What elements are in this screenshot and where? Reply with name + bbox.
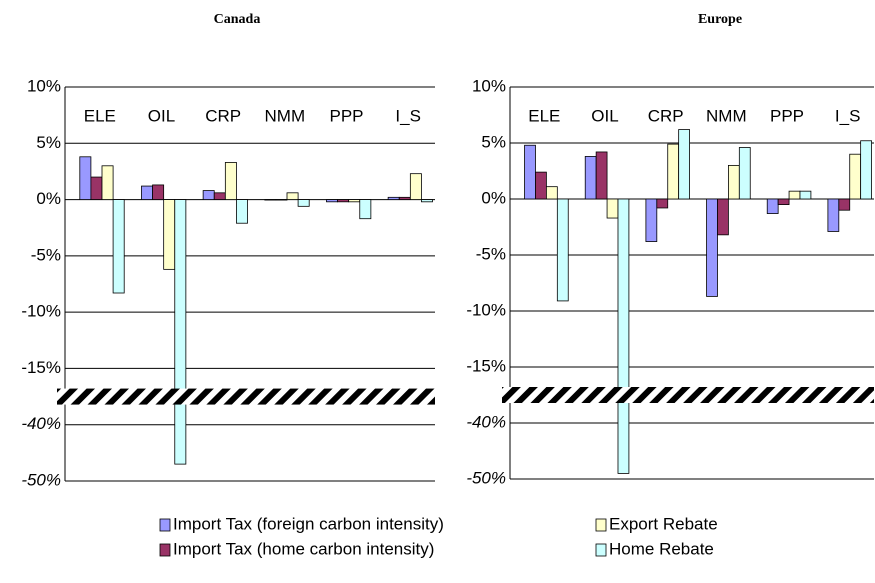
- x-category-label: CRP: [648, 106, 684, 125]
- legend-swatch: [159, 543, 171, 557]
- bar: [163, 199, 176, 270]
- bar: [174, 199, 187, 465]
- bar: [860, 140, 872, 200]
- bar: [788, 190, 801, 200]
- x-category-label: ELE: [528, 106, 560, 125]
- y-tick-label: -40%: [21, 414, 61, 433]
- x-category-label: NMM: [706, 106, 747, 125]
- bar: [766, 198, 779, 214]
- bar: [617, 198, 630, 474]
- bar: [398, 196, 411, 200]
- axis-break: [57, 388, 435, 405]
- bar: [678, 129, 690, 200]
- bar: [606, 198, 619, 219]
- bar: [667, 143, 680, 200]
- bar: [717, 198, 729, 236]
- legend-label: Home Rebate: [609, 539, 714, 558]
- bar: [297, 199, 310, 207]
- y-tick-label: -10%: [466, 300, 506, 319]
- bar: [595, 151, 608, 200]
- bar: [777, 198, 790, 205]
- y-tick-label: 0%: [36, 189, 61, 208]
- x-category-label: I_S: [395, 106, 421, 125]
- bar: [838, 198, 851, 211]
- bar: [286, 192, 299, 200]
- y-tick-label: -50%: [466, 468, 506, 487]
- x-category-label: ELE: [84, 106, 116, 125]
- legend-label: Export Rebate: [609, 514, 718, 533]
- chart-title: Europe: [698, 12, 742, 27]
- bar: [535, 171, 547, 200]
- y-tick-label: 5%: [36, 133, 61, 152]
- legend-label: Import Tax (home carbon intensity): [173, 539, 434, 558]
- bar: [112, 199, 125, 294]
- legend-label: Import Tax (foreign carbon intensity): [173, 514, 444, 533]
- y-tick-label: -15%: [21, 358, 61, 377]
- bar: [202, 190, 215, 200]
- bar: [645, 198, 658, 242]
- bar: [348, 199, 361, 203]
- bar: [359, 199, 372, 220]
- bar: [152, 184, 165, 200]
- bar: [224, 162, 237, 200]
- bar: [275, 199, 288, 201]
- bar: [213, 192, 226, 200]
- x-category-label: OIL: [591, 106, 618, 125]
- bar: [656, 198, 669, 209]
- bar: [101, 165, 114, 200]
- y-tick-label: 0%: [481, 188, 506, 207]
- bar: [90, 176, 103, 200]
- legend-swatch: [159, 518, 171, 532]
- y-tick-label: 10%: [472, 76, 506, 95]
- bar: [326, 199, 338, 203]
- bar: [236, 199, 248, 224]
- bar: [79, 156, 92, 200]
- x-category-label: I_S: [835, 106, 861, 125]
- bar: [584, 156, 597, 200]
- bar: [421, 199, 433, 203]
- y-tick-label: -15%: [466, 356, 506, 375]
- bar: [264, 199, 277, 201]
- chart-title: Canada: [214, 12, 261, 27]
- y-tick-label: -10%: [21, 302, 61, 321]
- bar: [799, 190, 812, 200]
- bar: [827, 198, 840, 232]
- x-category-label: CRP: [205, 106, 241, 125]
- y-tick-label: -40%: [466, 412, 506, 431]
- y-tick-label: -5%: [476, 244, 506, 263]
- legend-swatch: [595, 543, 607, 557]
- bar: [738, 147, 751, 200]
- bar: [409, 173, 422, 200]
- bar: [706, 198, 718, 297]
- bar: [546, 186, 558, 200]
- y-tick-label: -5%: [31, 245, 61, 264]
- y-tick-label: -50%: [21, 470, 61, 489]
- x-category-label: PPP: [329, 106, 363, 125]
- axis-break: [502, 387, 874, 403]
- x-category-label: OIL: [148, 106, 175, 125]
- legend-swatch: [595, 518, 607, 532]
- bar: [337, 199, 350, 203]
- y-tick-label: 10%: [27, 76, 61, 95]
- bar: [141, 185, 153, 200]
- bar: [387, 196, 400, 200]
- bar: [556, 198, 569, 302]
- bar: [524, 144, 536, 200]
- x-category-label: NMM: [265, 106, 306, 125]
- bar: [728, 164, 740, 200]
- bar: [849, 153, 862, 200]
- y-tick-label: 5%: [481, 132, 506, 151]
- x-category-label: PPP: [770, 106, 804, 125]
